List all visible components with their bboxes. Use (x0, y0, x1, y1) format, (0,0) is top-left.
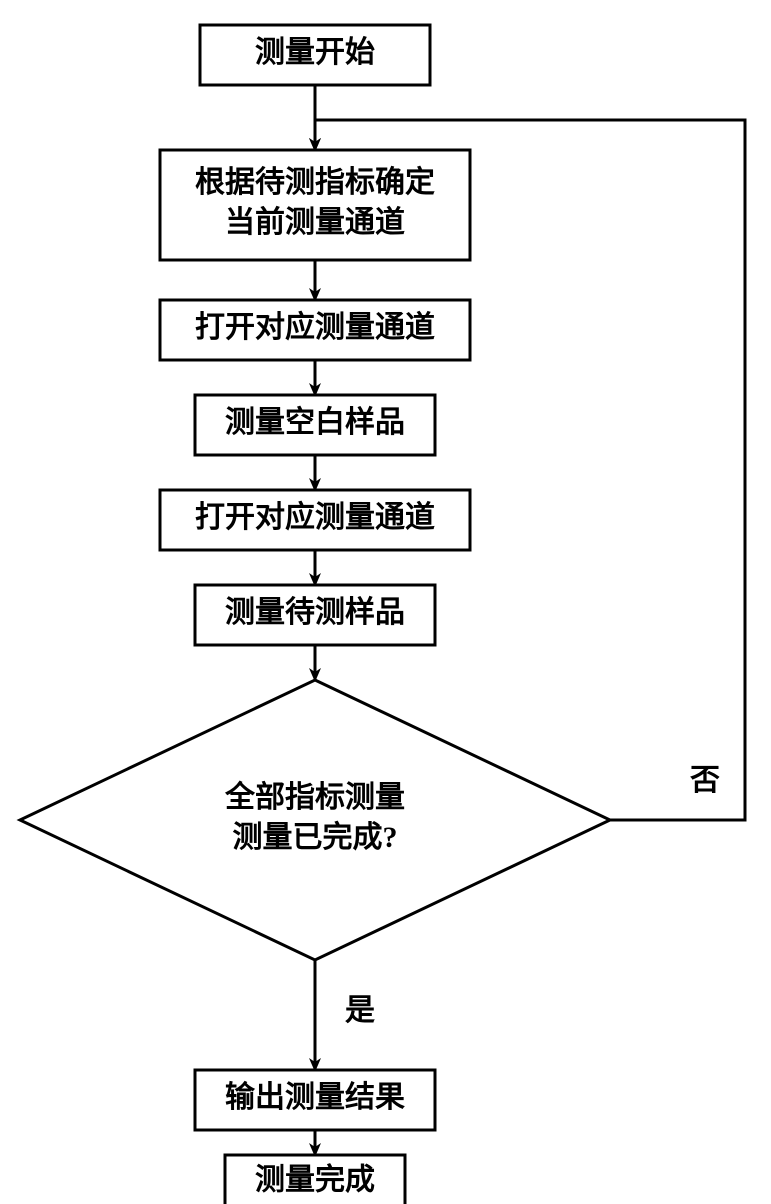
n3-label: 测量空白样品 (225, 406, 405, 439)
edge-label-6: 是 (345, 994, 375, 1027)
n4-label: 打开对应测量通道 (195, 500, 435, 534)
n7-label: 输出测量结果 (225, 1081, 405, 1114)
n5-label: 测量待测样品 (225, 596, 405, 629)
n2-label: 打开对应测量通道 (195, 310, 435, 344)
n8-label: 测量完成 (255, 1162, 375, 1196)
edge-label-8: 否 (690, 764, 720, 797)
n0-label: 测量开始 (255, 36, 375, 69)
